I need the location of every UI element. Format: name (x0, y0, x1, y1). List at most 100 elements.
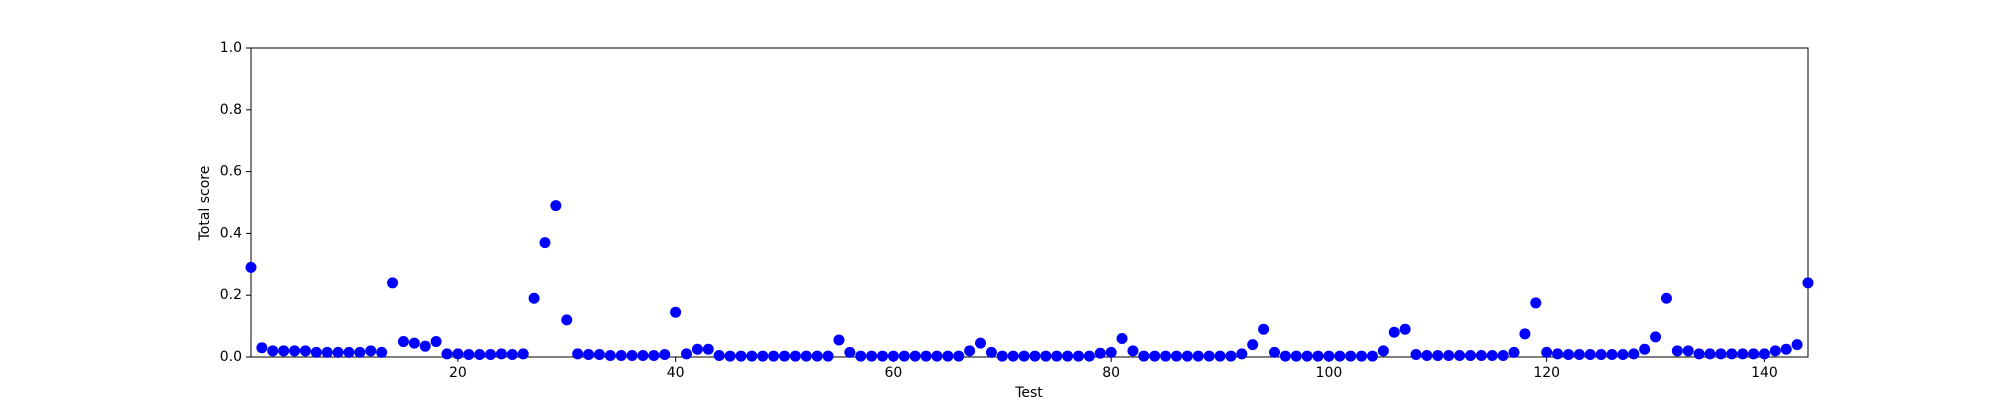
point (1290, 350, 1302, 362)
point (1312, 350, 1324, 362)
point (1508, 346, 1520, 358)
point (1432, 349, 1444, 361)
point (811, 350, 823, 362)
point (278, 345, 290, 357)
point (626, 349, 638, 361)
point (1617, 349, 1629, 361)
point (1443, 349, 1455, 361)
point (528, 292, 540, 304)
point (1584, 349, 1596, 361)
point (789, 350, 801, 362)
point (757, 350, 769, 362)
point (1421, 349, 1433, 361)
point (1258, 323, 1270, 335)
point (866, 350, 878, 362)
point (1769, 345, 1781, 357)
point (887, 350, 899, 362)
y-tick-label: 0.2 (220, 287, 242, 303)
y-axis-label: Total score (197, 166, 213, 242)
point (1454, 349, 1466, 361)
point (713, 349, 725, 361)
x-tick-label: 40 (667, 365, 685, 381)
point (670, 306, 682, 318)
point (474, 349, 486, 361)
point (332, 346, 344, 358)
point (1214, 350, 1226, 362)
point (800, 350, 812, 362)
point (691, 343, 703, 355)
point (604, 349, 616, 361)
point (256, 342, 268, 354)
point (1247, 339, 1259, 351)
point (1170, 350, 1182, 362)
point (1105, 346, 1117, 358)
point (1562, 349, 1574, 361)
point (1693, 348, 1705, 360)
point (1682, 345, 1694, 357)
point (1410, 349, 1422, 361)
point (833, 334, 845, 346)
point (1323, 350, 1335, 362)
point (354, 346, 366, 358)
point (310, 346, 322, 358)
point (1748, 348, 1760, 360)
point (953, 350, 965, 362)
point (724, 350, 736, 362)
point (1127, 345, 1139, 357)
point (615, 349, 627, 361)
x-tick-label: 60 (884, 365, 902, 381)
point (1051, 350, 1063, 362)
point (1552, 348, 1564, 360)
point (1464, 349, 1476, 361)
point (1192, 350, 1204, 362)
point (583, 349, 595, 361)
point (1203, 350, 1215, 362)
point (1780, 343, 1792, 355)
x-tick-label: 80 (1102, 365, 1120, 381)
point (408, 337, 420, 349)
point (419, 340, 431, 352)
point (1497, 349, 1509, 361)
point (365, 345, 377, 357)
point (1040, 350, 1052, 362)
point (1149, 350, 1161, 362)
point (1279, 350, 1291, 362)
point (1715, 348, 1727, 360)
point (1301, 350, 1313, 362)
point (996, 350, 1008, 362)
point (779, 350, 791, 362)
point (702, 343, 714, 355)
point (1160, 350, 1172, 362)
point (452, 348, 464, 360)
point (681, 348, 693, 360)
point (343, 346, 355, 358)
point (1083, 350, 1095, 362)
point (964, 345, 976, 357)
point (1116, 332, 1128, 344)
point (1399, 323, 1411, 335)
point (289, 345, 301, 357)
point (267, 345, 279, 357)
point (1029, 350, 1041, 362)
point (1791, 339, 1803, 351)
point (768, 350, 780, 362)
point (517, 348, 529, 360)
point (1737, 348, 1749, 360)
point (299, 345, 311, 357)
point (1660, 292, 1672, 304)
point (463, 349, 475, 361)
point (1475, 349, 1487, 361)
point (844, 346, 856, 358)
point (1519, 328, 1531, 340)
point (572, 348, 584, 360)
plot-frame (250, 47, 1809, 358)
point (877, 350, 889, 362)
point (506, 349, 518, 361)
point (593, 349, 605, 361)
y-tick-label: 0.8 (220, 102, 242, 118)
point (1486, 349, 1498, 361)
y-tick-label: 1.0 (220, 40, 242, 56)
point (1704, 348, 1716, 360)
x-axis-label: Test (1014, 385, 1043, 400)
